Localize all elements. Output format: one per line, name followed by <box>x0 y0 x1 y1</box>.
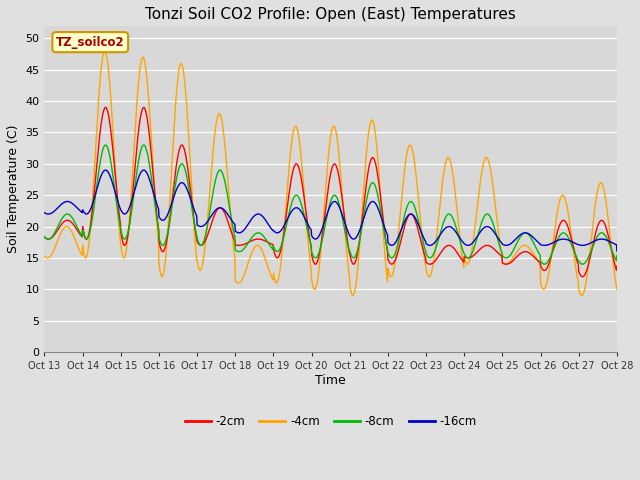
Text: TZ_soilco2: TZ_soilco2 <box>56 36 125 48</box>
Y-axis label: Soil Temperature (C): Soil Temperature (C) <box>7 125 20 253</box>
X-axis label: Time: Time <box>316 374 346 387</box>
Legend: -2cm, -4cm, -8cm, -16cm: -2cm, -4cm, -8cm, -16cm <box>180 410 481 432</box>
Title: Tonzi Soil CO2 Profile: Open (East) Temperatures: Tonzi Soil CO2 Profile: Open (East) Temp… <box>145 7 516 22</box>
